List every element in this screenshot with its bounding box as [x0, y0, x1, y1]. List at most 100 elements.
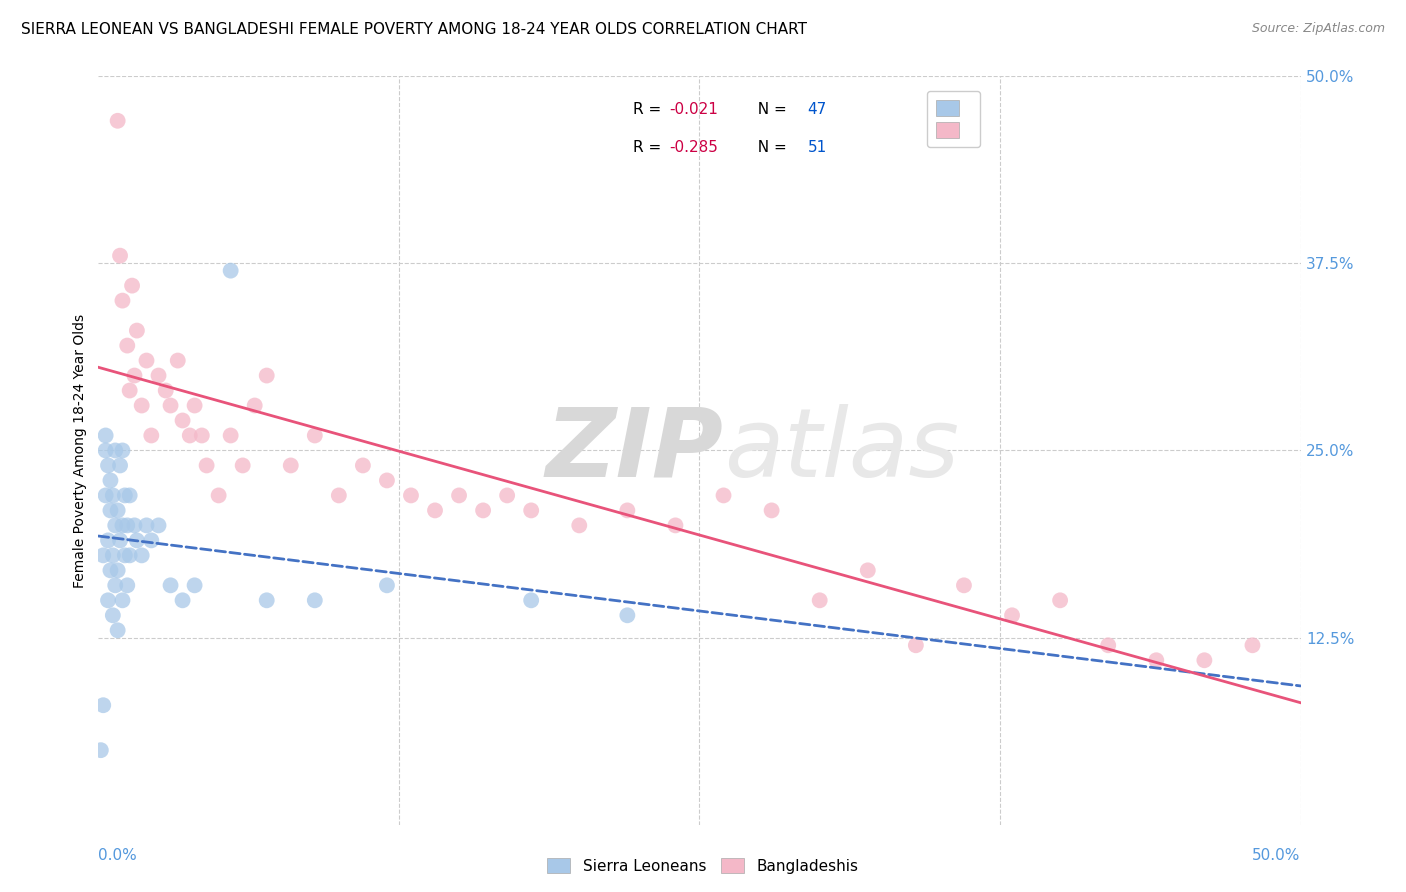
Point — [375, 578, 398, 592]
Point — [472, 503, 495, 517]
Point — [159, 578, 181, 592]
Point — [114, 549, 136, 563]
Point — [155, 384, 177, 398]
Point — [94, 443, 117, 458]
Point — [304, 428, 326, 442]
Point — [111, 293, 134, 308]
Point — [131, 399, 153, 413]
Legend: Sierra Leoneans, Bangladeshis: Sierra Leoneans, Bangladeshis — [541, 852, 865, 880]
Point — [94, 428, 117, 442]
Point — [183, 399, 205, 413]
Point — [520, 593, 543, 607]
Point — [808, 593, 831, 607]
Point — [243, 399, 266, 413]
Point — [568, 518, 591, 533]
Point — [108, 533, 131, 548]
Point — [496, 488, 519, 502]
Point — [195, 458, 218, 473]
Point — [761, 503, 783, 517]
Point — [148, 518, 170, 533]
Point — [97, 458, 120, 473]
Point — [141, 428, 163, 442]
Point — [100, 503, 122, 517]
Point — [328, 488, 350, 502]
Point — [108, 458, 131, 473]
Point — [114, 488, 136, 502]
Legend: , : , — [927, 91, 980, 147]
Point — [117, 578, 139, 592]
Point — [616, 608, 638, 623]
Point — [904, 638, 927, 652]
Point — [100, 563, 122, 577]
Point — [97, 533, 120, 548]
Point — [148, 368, 170, 383]
Point — [183, 578, 205, 592]
Y-axis label: Female Poverty Among 18-24 Year Olds: Female Poverty Among 18-24 Year Olds — [73, 313, 87, 588]
Text: 0.0%: 0.0% — [98, 847, 138, 863]
Point — [111, 593, 134, 607]
Point — [166, 353, 188, 368]
Text: atlas: atlas — [724, 404, 959, 497]
Point — [125, 533, 148, 548]
Point — [159, 399, 181, 413]
Point — [664, 518, 686, 533]
Point — [121, 278, 143, 293]
Point — [520, 503, 543, 517]
Point — [141, 533, 163, 548]
Point — [118, 549, 141, 563]
Text: R =: R = — [633, 102, 666, 117]
Point — [101, 549, 124, 563]
Text: 47: 47 — [807, 102, 827, 117]
Point — [117, 338, 139, 352]
Point — [94, 488, 117, 502]
Point — [100, 474, 122, 488]
Text: 51: 51 — [807, 139, 827, 154]
Text: 50.0%: 50.0% — [1253, 847, 1301, 863]
Point — [91, 549, 114, 563]
Point — [172, 593, 194, 607]
Point — [91, 698, 114, 713]
Point — [111, 443, 134, 458]
Text: Source: ZipAtlas.com: Source: ZipAtlas.com — [1251, 22, 1385, 36]
Point — [118, 488, 141, 502]
Point — [447, 488, 470, 502]
Text: SIERRA LEONEAN VS BANGLADESHI FEMALE POVERTY AMONG 18-24 YEAR OLDS CORRELATION C: SIERRA LEONEAN VS BANGLADESHI FEMALE POV… — [21, 22, 807, 37]
Point — [97, 593, 120, 607]
Point — [179, 428, 201, 442]
Point — [108, 249, 131, 263]
Point — [90, 743, 112, 757]
Point — [117, 518, 139, 533]
Point — [124, 368, 146, 383]
Point — [104, 578, 127, 592]
Point — [107, 563, 129, 577]
Point — [856, 563, 879, 577]
Point — [104, 518, 127, 533]
Point — [208, 488, 231, 502]
Point — [953, 578, 976, 592]
Point — [352, 458, 374, 473]
Point — [191, 428, 214, 442]
Point — [124, 518, 146, 533]
Point — [131, 549, 153, 563]
Point — [256, 368, 278, 383]
Text: ZIP: ZIP — [546, 404, 724, 497]
Point — [104, 443, 127, 458]
Point — [1001, 608, 1024, 623]
Point — [304, 593, 326, 607]
Point — [125, 324, 148, 338]
Text: -0.285: -0.285 — [669, 139, 718, 154]
Point — [101, 488, 124, 502]
Point — [107, 113, 129, 128]
Text: R =: R = — [633, 139, 666, 154]
Point — [219, 263, 242, 277]
Point — [1241, 638, 1264, 652]
Point — [1097, 638, 1119, 652]
Point — [101, 608, 124, 623]
Point — [713, 488, 735, 502]
Text: N =: N = — [748, 139, 792, 154]
Point — [423, 503, 446, 517]
Point — [1049, 593, 1071, 607]
Point — [375, 474, 398, 488]
Point — [172, 413, 194, 427]
Text: N =: N = — [748, 102, 792, 117]
